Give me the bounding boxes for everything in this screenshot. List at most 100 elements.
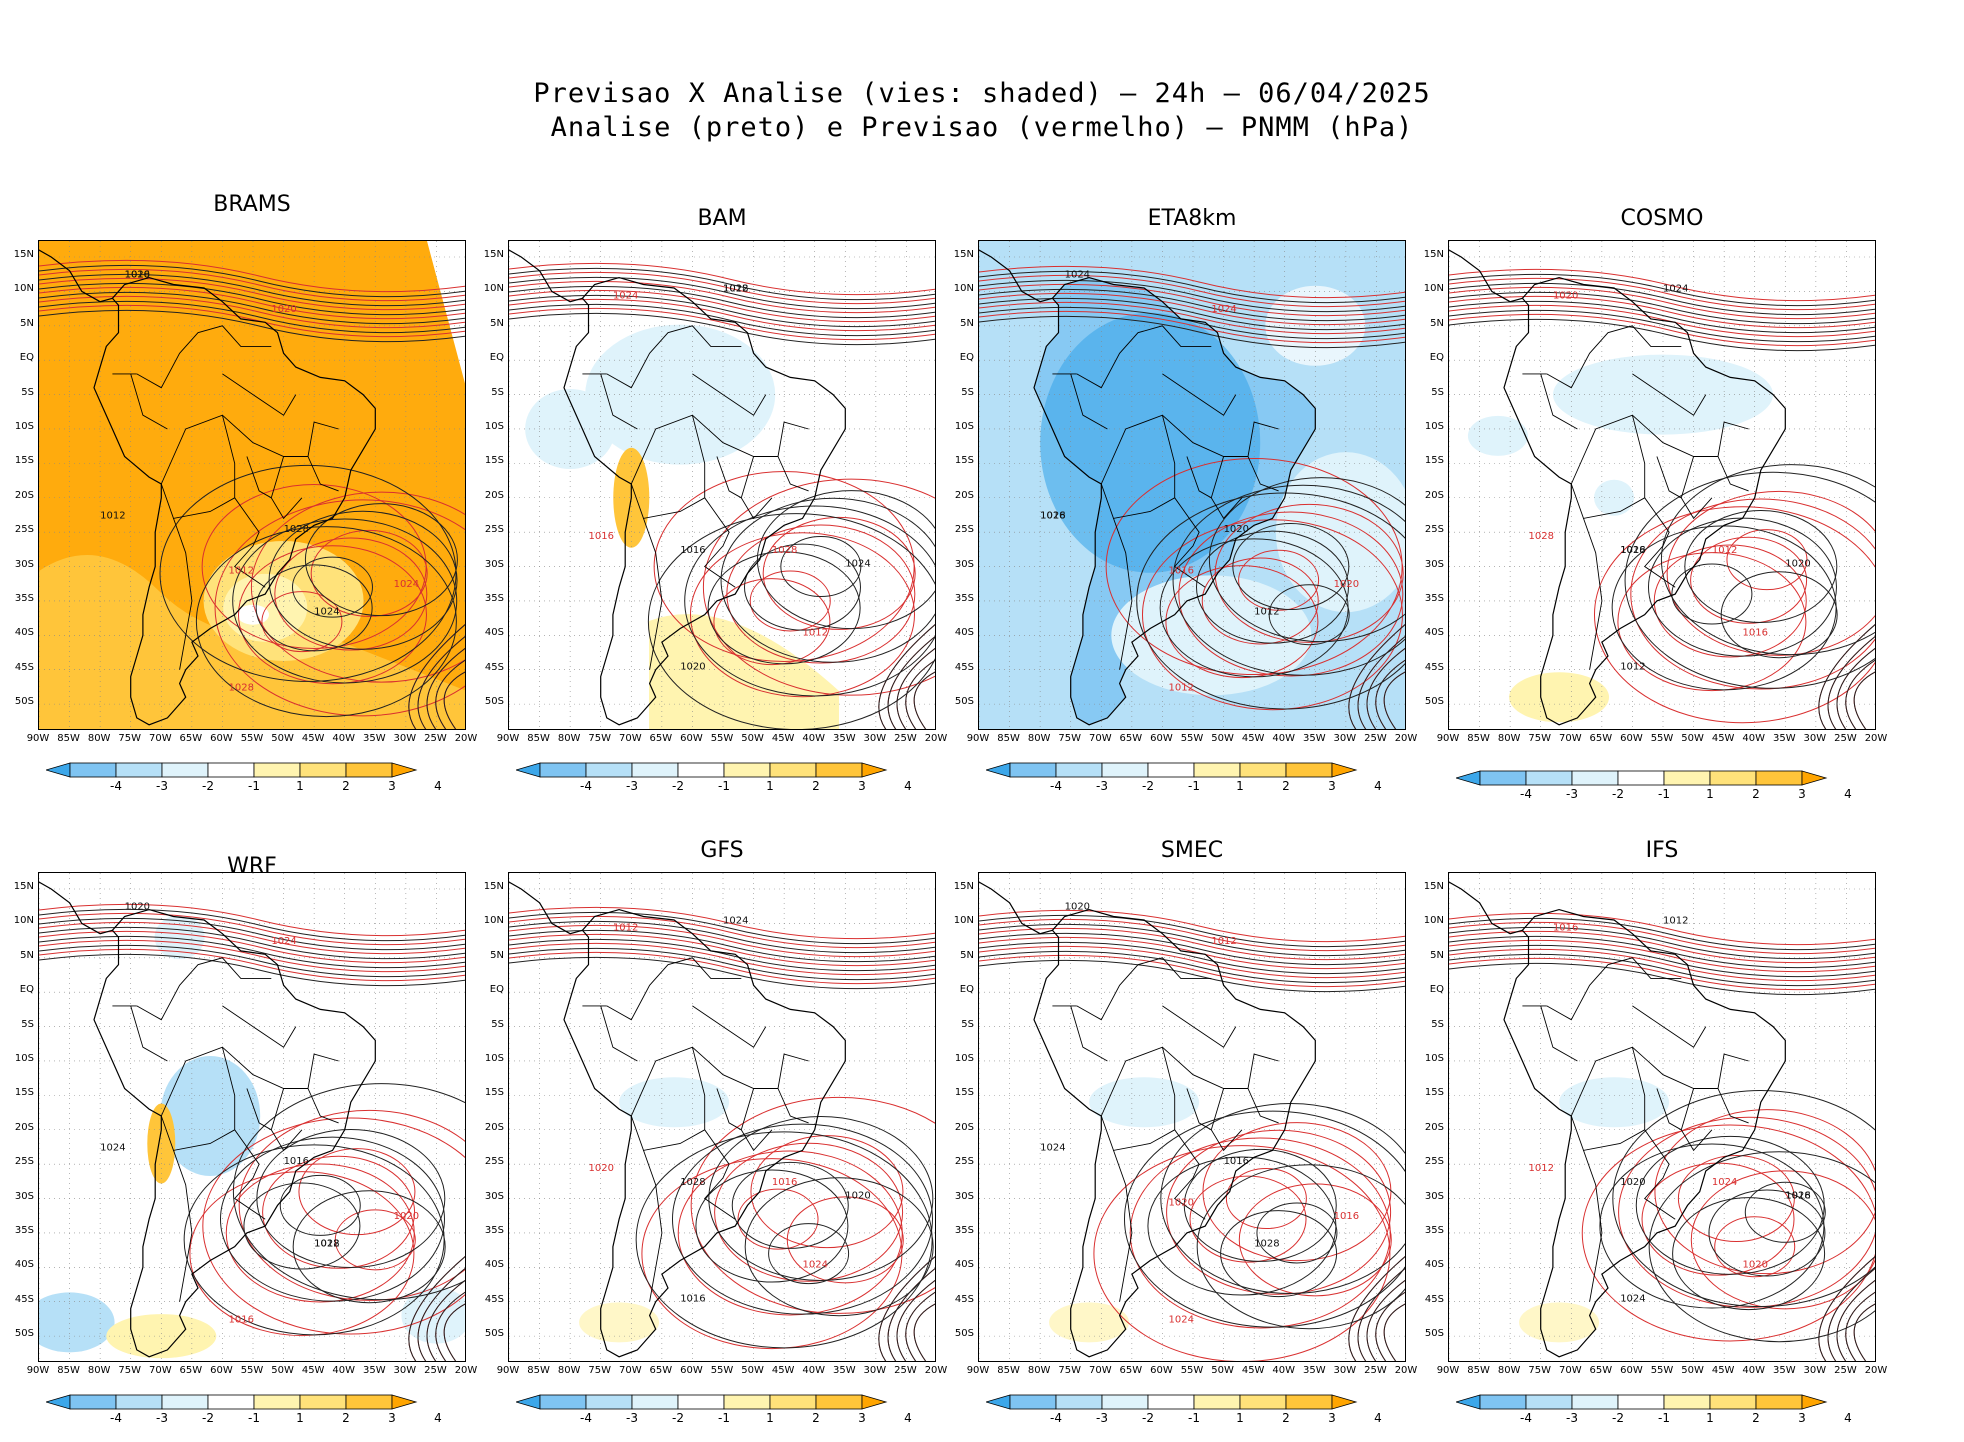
lat-tick-label: 30S [484, 1190, 504, 1202]
country-border [740, 1088, 773, 1152]
lon-tick-label: 70W [618, 1365, 642, 1376]
bias-shading [979, 241, 1405, 729]
colorbar-label: -2 [672, 1411, 684, 1425]
lat-tick-label: 30S [484, 558, 504, 570]
lon-tick-label: 30W [863, 1365, 887, 1376]
lat-tick-label: 5N [490, 317, 504, 329]
lon-tick-label: 20W [454, 733, 478, 744]
country-border [643, 1150, 663, 1302]
country-border [1540, 1005, 1578, 1062]
lon-tick-label: 60W [680, 733, 703, 744]
colorbar-swatch [1009, 762, 1057, 778]
colorbar-swatch [1571, 1394, 1619, 1410]
lat-tick-label: 25S [954, 524, 974, 536]
colorbar-swatch [1454, 1394, 1481, 1410]
colorbar-swatches [984, 762, 1358, 778]
colorbar: -4 -3 -2 -1 1 2 3 4 [44, 1394, 456, 1430]
colorbar-label: -4 [1520, 787, 1532, 801]
colorbar-label: -4 [1050, 1411, 1062, 1425]
country-border [1162, 1005, 1237, 1048]
colorbar-label: 4 [1844, 787, 1852, 801]
colorbar-label: 2 [1752, 787, 1760, 801]
isobar-label-forecast: 1016 [1553, 922, 1578, 933]
lat-tick-label: EQ [959, 352, 974, 364]
lon-tick-label: 25W [424, 733, 447, 744]
lon-tick-label: 90W [496, 733, 520, 744]
lon-tick-label: 85W [1467, 733, 1490, 744]
colorbar-swatch [207, 1394, 255, 1410]
colorbar: -4 -3 -2 -1 1 2 3 4 [984, 762, 1396, 798]
country-border [1717, 1088, 1749, 1124]
lat-tick-label: 25S [484, 524, 504, 536]
colorbar-label: -4 [580, 779, 592, 793]
colorbar-swatch [1239, 762, 1287, 778]
lon-tick-label: 20W [1394, 1365, 1418, 1376]
analysis-isobars [39, 908, 465, 1361]
panel-brams: BRAMS 1016 1012 1024 1028 1020 1020 1012 1028 1… [14, 192, 478, 810]
lon-tick-label: 70W [1088, 733, 1112, 744]
lat-tick-label: 10S [954, 1052, 974, 1064]
country-border [270, 1088, 303, 1152]
panel-gfs: GFS 1016 1020 1024 1028 1016 1012 1020 1024 15… [484, 838, 948, 1442]
lat-tick-label: 30S [954, 1190, 974, 1202]
analysis-isobars [979, 914, 1405, 1361]
lat-tick-label: 15N [1423, 881, 1444, 892]
lat-tick-label: 45S [954, 661, 974, 673]
colorbar-swatch [769, 762, 817, 778]
country-border [1070, 373, 1108, 430]
colorbar-label: -4 [580, 1411, 592, 1425]
lat-tick-label: EQ [489, 352, 504, 364]
lon-tick-label: 25W [1364, 733, 1387, 744]
lat-tick-label: 25S [1424, 524, 1444, 536]
lon-tick-label: 55W [1180, 733, 1204, 744]
isobar-label-analysis: 1016 [125, 270, 150, 281]
country-border [1247, 1088, 1279, 1124]
colorbar-swatch [44, 762, 71, 778]
colorbar-swatch [1755, 770, 1803, 786]
central-america-outline [1449, 881, 1523, 935]
country-border [1100, 1046, 1206, 1220]
lon-tick-label: 90W [1436, 1365, 1460, 1376]
country-border [1113, 518, 1133, 670]
lat-tick-label: 30S [954, 558, 974, 570]
country-border [1632, 373, 1707, 416]
colorbar-swatches [44, 1394, 418, 1410]
country-border [136, 325, 272, 389]
colorbar-label: -4 [1050, 779, 1062, 793]
colorbar-label: -2 [1142, 779, 1154, 793]
lon-tick-label: 25W [1364, 1365, 1387, 1376]
lon-tick-label: 35W [1772, 1365, 1796, 1376]
isobar-label-analysis: 1020 [1785, 559, 1810, 570]
lat-tick-label: 45S [484, 661, 504, 673]
colorbar-label: 4 [1374, 779, 1382, 793]
colorbar-label: 3 [1328, 779, 1336, 793]
lon-tick-label: 45W [1241, 1365, 1265, 1376]
country-border [716, 456, 742, 499]
forecast-isobars [1449, 912, 1875, 1361]
colorbar-label: -1 [248, 779, 260, 793]
lat-tick-label: 5N [1430, 317, 1444, 329]
lon-tick-label: 60W [680, 1365, 703, 1376]
isobar-label-forecast: 1020 [1742, 1259, 1767, 1270]
country-border [630, 1046, 736, 1220]
lon-tick-label: 70W [1558, 1365, 1582, 1376]
isobar-label-forecast: 1016 [588, 531, 613, 542]
lat-tick-label: EQ [1429, 352, 1444, 364]
map-canvas: 1016 1012 1024 1028 1020 1020 1012 1028 1024 [39, 241, 465, 729]
isobar-label-forecast: 1028 [229, 682, 254, 693]
colorbar-swatch [769, 1394, 817, 1410]
isobar-label-analysis: 1012 [1254, 607, 1279, 618]
lat-tick-label: 50S [14, 1328, 34, 1340]
lon-tick-label: 55W [1180, 1365, 1204, 1376]
colorbar: -4 -3 -2 -1 1 2 3 4 [984, 1394, 1396, 1430]
isobar-label-analysis: 1024 [314, 607, 339, 618]
lon-tick-label: 75W [588, 1365, 612, 1376]
colorbar-swatches [1454, 1394, 1828, 1410]
isobar-label-analysis: 1016 [680, 1294, 705, 1305]
colorbar-label: 1 [766, 1411, 774, 1425]
map-canvas: 1016 1012 1020 1024 1028 1016 1012 1020 1028 [1449, 241, 1875, 729]
colorbar-swatch [1101, 1394, 1149, 1410]
country-border [1680, 456, 1713, 520]
isobar-label-forecast: 1012 [1169, 682, 1194, 693]
country-border [1570, 1115, 1645, 1151]
